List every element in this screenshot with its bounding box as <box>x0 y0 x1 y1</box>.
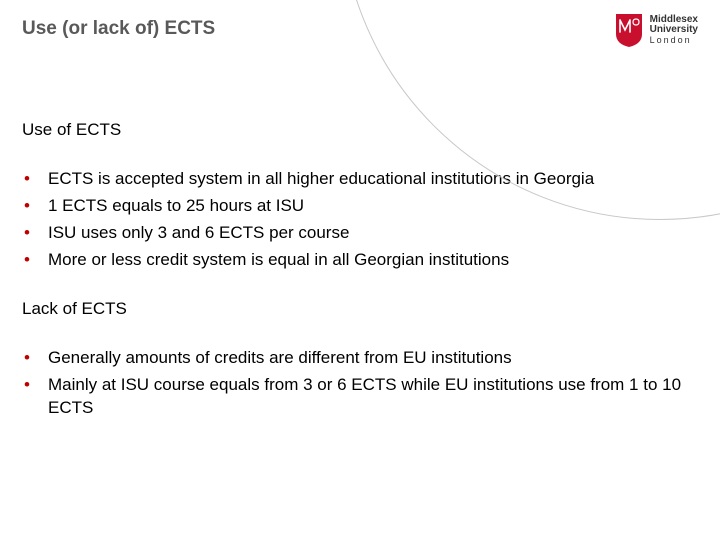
list-item-text: Mainly at ISU course equals from 3 or 6 … <box>48 374 698 418</box>
list-item: •1 ECTS equals to 25 hours at ISU <box>22 195 698 217</box>
bullet-icon: • <box>22 347 48 369</box>
bullet-list: •ECTS is accepted system in all higher e… <box>22 168 698 271</box>
list-item-text: ECTS is accepted system in all higher ed… <box>48 168 698 190</box>
list-item-text: 1 ECTS equals to 25 hours at ISU <box>48 195 698 217</box>
list-item: •Generally amounts of credits are differ… <box>22 347 698 369</box>
section-heading: Use of ECTS <box>22 120 698 140</box>
list-item-text: ISU uses only 3 and 6 ECTS per course <box>48 222 698 244</box>
bullet-icon: • <box>22 249 48 271</box>
section-heading: Lack of ECTS <box>22 299 698 319</box>
list-item: •More or less credit system is equal in … <box>22 249 698 271</box>
logo-text: Middlesex University London <box>650 15 698 45</box>
bullet-list: •Generally amounts of credits are differ… <box>22 347 698 418</box>
list-item: •ISU uses only 3 and 6 ECTS per course <box>22 222 698 244</box>
shield-icon <box>614 12 644 48</box>
bullet-icon: • <box>22 374 48 396</box>
list-item-text: More or less credit system is equal in a… <box>48 249 698 271</box>
bullet-icon: • <box>22 195 48 217</box>
slide-header: Use (or lack of) ECTS Middlesex Universi… <box>0 0 720 80</box>
list-item-text: Generally amounts of credits are differe… <box>48 347 698 369</box>
list-item: •ECTS is accepted system in all higher e… <box>22 168 698 190</box>
list-item: •Mainly at ISU course equals from 3 or 6… <box>22 374 698 418</box>
bullet-icon: • <box>22 222 48 244</box>
logo-line-3: London <box>650 36 698 45</box>
slide-content: Use of ECTS •ECTS is accepted system in … <box>0 80 720 419</box>
bullet-icon: • <box>22 168 48 190</box>
university-logo: Middlesex University London <box>614 12 698 48</box>
